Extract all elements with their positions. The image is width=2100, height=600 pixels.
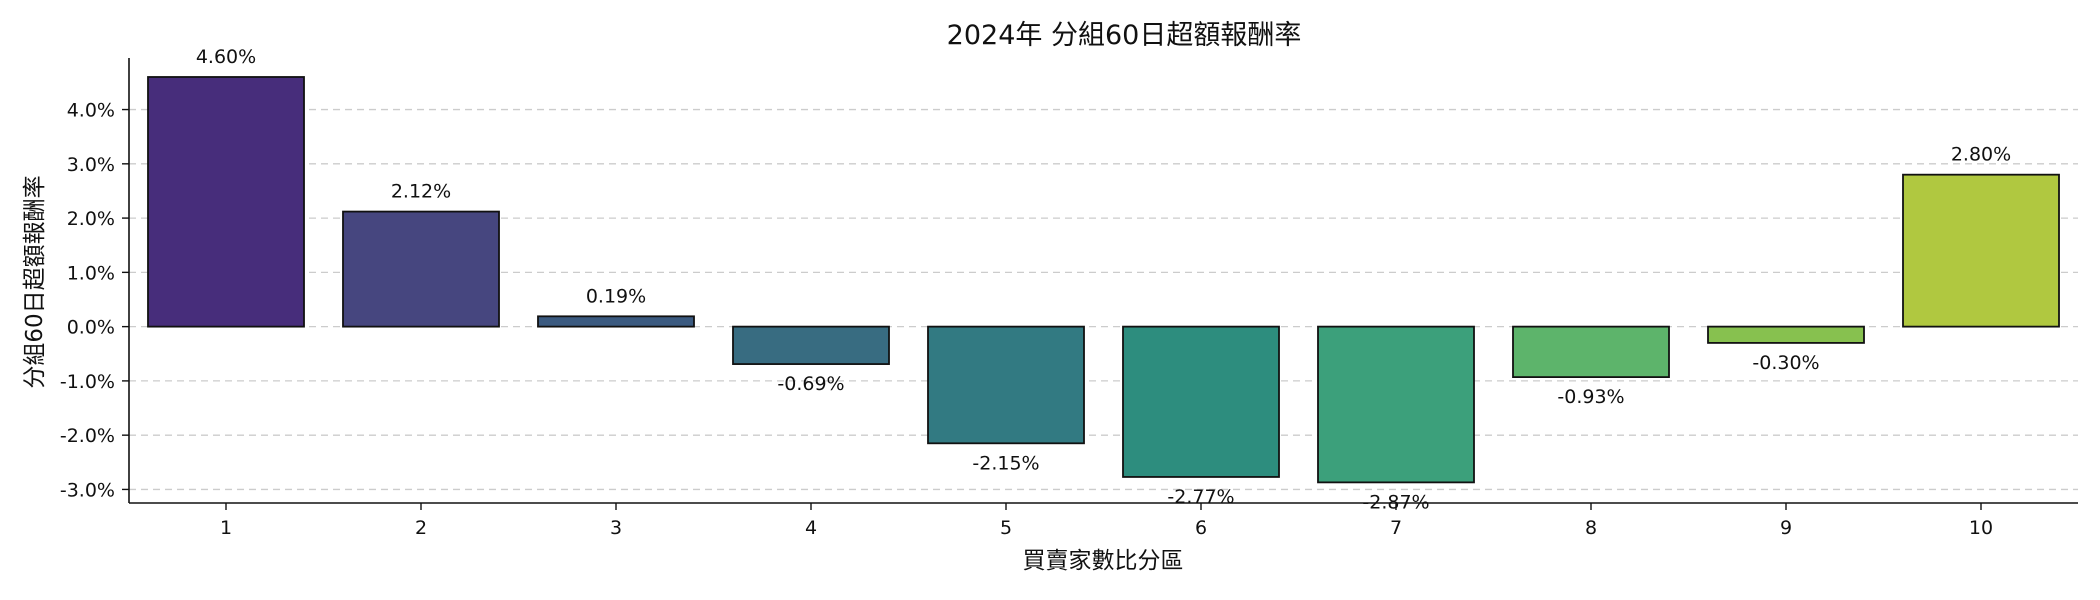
y-tick-label: -3.0% — [60, 479, 115, 501]
y-tick-label: -1.0% — [60, 371, 115, 393]
bar-1 — [147, 76, 305, 328]
x-ticks: 1 2 3 4 5 6 7 8 9 10 — [220, 503, 1993, 539]
bar-9 — [1707, 325, 1865, 344]
x-tick-label: 5 — [1000, 517, 1012, 539]
y-tick-label: 1.0% — [67, 262, 115, 284]
data-label-9: -0.30% — [1752, 352, 1819, 374]
bar-5 — [927, 325, 1085, 445]
bar-10 — [1902, 173, 2060, 328]
bar-2 — [342, 210, 500, 328]
x-tick-label: 8 — [1585, 517, 1597, 539]
y-tick-label: -2.0% — [60, 425, 115, 447]
x-tick-label: 7 — [1390, 517, 1402, 539]
data-label-5: -2.15% — [972, 452, 1039, 474]
x-tick-label: 2 — [415, 517, 427, 539]
data-label-10: 2.80% — [1951, 144, 2011, 166]
data-labels: 4.60% 2.12% 0.19% -0.69% -2.15% -2.77% -2.87% -… — [196, 46, 2011, 513]
x-tick-label: 1 — [220, 517, 232, 539]
bars — [147, 76, 2060, 484]
data-label-3: 0.19% — [586, 285, 646, 307]
chart-title: 2024年 分組60日超額報酬率 — [947, 20, 1302, 51]
y-tick-label: 0.0% — [67, 317, 115, 339]
data-label-2: 2.12% — [391, 181, 451, 203]
data-label-8: -0.93% — [1557, 386, 1624, 408]
axes — [128, 58, 2078, 504]
data-label-6: -2.77% — [1167, 486, 1234, 508]
x-tick-label: 4 — [805, 517, 817, 539]
bar-6 — [1122, 325, 1280, 478]
y-tick-label: 4.0% — [67, 100, 115, 122]
y-axis-title: 分組60日超額報酬率 — [22, 175, 48, 388]
data-label-7: -2.87% — [1362, 491, 1429, 513]
bar-4 — [732, 325, 890, 365]
x-tick-label: 6 — [1195, 517, 1207, 539]
x-axis-title: 買賣家數比分區 — [1023, 548, 1184, 574]
x-tick-label: 3 — [610, 517, 622, 539]
y-tick-label: 2.0% — [67, 208, 115, 230]
bar-3 — [537, 315, 695, 328]
y-tick-label: 3.0% — [67, 154, 115, 176]
data-label-1: 4.60% — [196, 46, 256, 68]
x-tick-label: 9 — [1780, 517, 1792, 539]
bar-8 — [1512, 325, 1670, 378]
x-tick-label: 10 — [1969, 517, 1993, 539]
data-label-4: -0.69% — [777, 373, 844, 395]
bar-7 — [1317, 325, 1475, 484]
y-ticks: -3.0% -2.0% -1.0% 0.0% 1.0% 2.0% 3.0% 4.0% — [60, 100, 129, 501]
